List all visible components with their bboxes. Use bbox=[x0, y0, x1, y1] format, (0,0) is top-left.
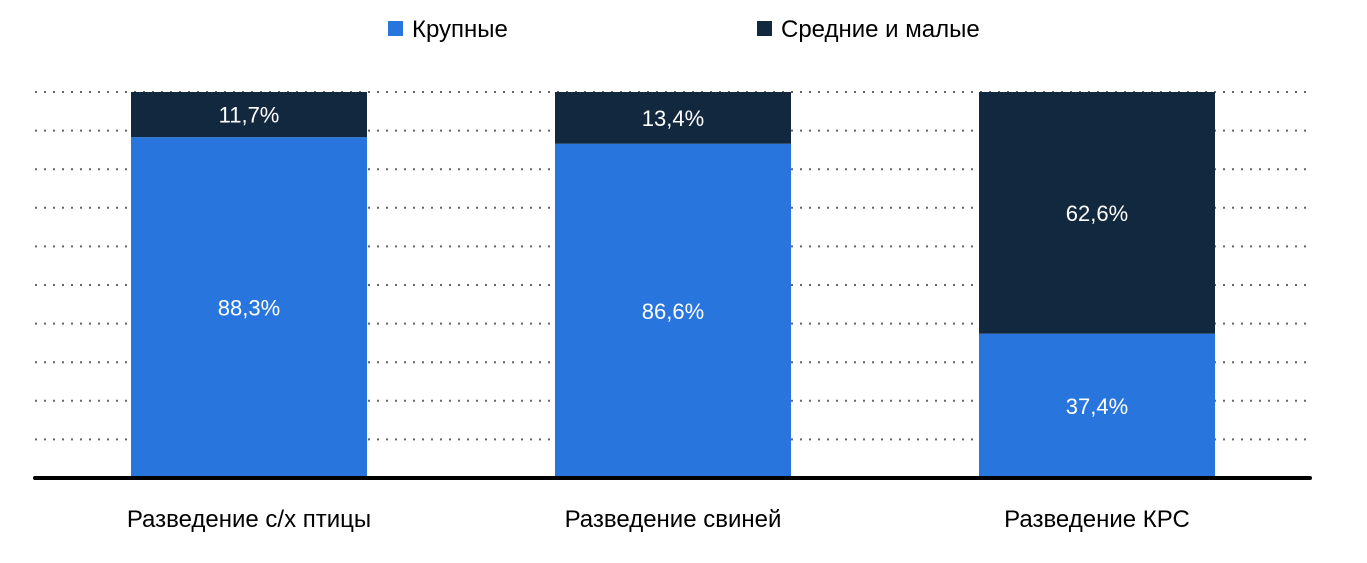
bar-segment bbox=[131, 92, 367, 138]
bar-segment bbox=[555, 143, 791, 478]
data-label: 86,6% bbox=[642, 299, 704, 324]
data-label: 11,7% bbox=[219, 103, 280, 128]
bar-segment bbox=[555, 92, 791, 144]
bar-segment bbox=[979, 333, 1215, 478]
data-label: 62,6% bbox=[1066, 201, 1128, 226]
data-label: 37,4% bbox=[1066, 394, 1128, 419]
x-tick-label: Разведение свиней bbox=[565, 506, 782, 533]
data-label: 13,4% bbox=[642, 106, 704, 131]
bar-segment bbox=[131, 137, 367, 479]
legend-label: Средние и малые bbox=[781, 16, 980, 43]
bar-segment bbox=[979, 92, 1215, 334]
legend-label: Крупные bbox=[412, 16, 508, 43]
legend-swatch bbox=[757, 21, 772, 36]
data-label: 88,3% bbox=[218, 296, 280, 321]
x-tick-label: Разведение с/х птицы bbox=[127, 506, 371, 533]
x-tick-label: Разведение КРС bbox=[1004, 506, 1190, 533]
legend-swatch bbox=[388, 21, 403, 36]
